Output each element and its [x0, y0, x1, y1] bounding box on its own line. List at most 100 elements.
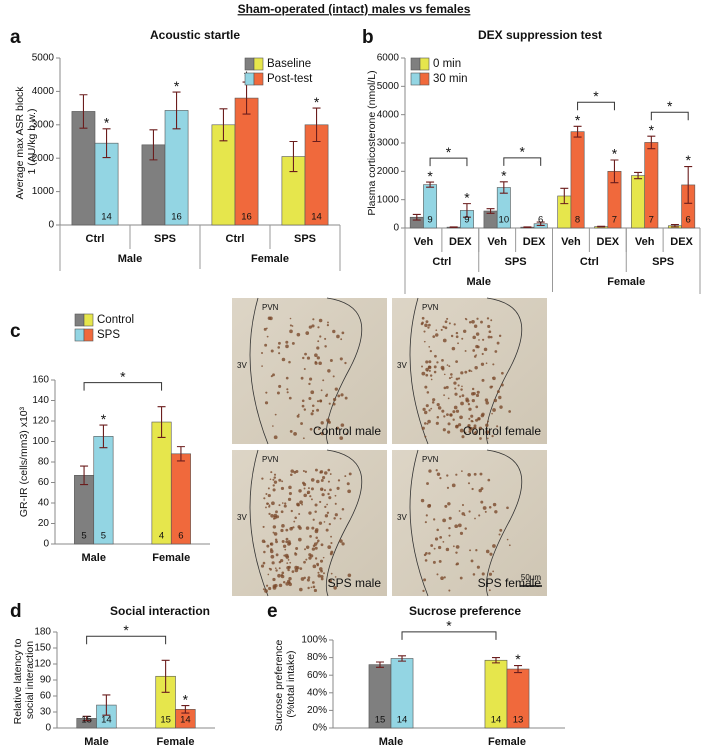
cell	[471, 420, 474, 423]
cell	[278, 583, 283, 588]
label-line: GR-IR (cells/mm3) x10³	[18, 406, 30, 517]
cell	[293, 431, 297, 436]
cell	[471, 487, 474, 491]
x-tick-label: SPS	[294, 233, 316, 245]
cell	[457, 423, 462, 427]
cell	[307, 487, 310, 490]
cell	[455, 545, 460, 549]
cell	[303, 408, 307, 411]
cell	[317, 539, 320, 543]
cell	[458, 510, 461, 512]
cell	[277, 346, 281, 349]
cell	[324, 345, 327, 348]
cell	[273, 480, 278, 484]
cell	[457, 384, 460, 387]
cell	[468, 417, 471, 420]
cell	[262, 561, 266, 565]
cell	[327, 369, 331, 373]
cell	[499, 405, 503, 409]
cell	[323, 489, 326, 492]
cell	[488, 589, 491, 592]
cell	[272, 577, 276, 582]
cell	[460, 371, 464, 375]
cell	[285, 528, 289, 532]
cell	[285, 340, 289, 344]
cell	[478, 426, 483, 431]
significance-label: *	[174, 78, 180, 94]
cell	[508, 410, 512, 413]
cell	[436, 415, 440, 419]
cell	[448, 516, 452, 520]
legend-label: 30 min	[433, 73, 468, 85]
cell	[263, 550, 266, 554]
cell	[328, 522, 331, 526]
n-label: 7	[612, 215, 617, 226]
label-line: social interaction	[24, 641, 36, 719]
cell	[461, 503, 465, 507]
cell	[268, 512, 271, 516]
cell	[274, 567, 277, 570]
cell	[290, 473, 293, 477]
y-tick-label: 90	[40, 675, 52, 686]
cell	[428, 323, 431, 327]
cell	[428, 552, 431, 555]
cell	[484, 398, 489, 402]
cell	[472, 349, 476, 352]
cell	[322, 556, 325, 559]
cell	[475, 549, 478, 552]
cell	[455, 563, 458, 566]
cell	[262, 525, 265, 528]
cell	[329, 359, 333, 363]
error-bar	[514, 664, 523, 674]
cell	[298, 526, 302, 530]
cell	[320, 575, 324, 579]
cell	[442, 540, 445, 543]
cell	[268, 567, 271, 570]
cell	[447, 430, 451, 434]
cell	[479, 472, 483, 476]
cell	[447, 397, 450, 400]
cell	[454, 392, 458, 396]
cell	[274, 583, 278, 588]
y-tick-label: 100	[32, 436, 49, 447]
cell	[314, 557, 318, 560]
cell	[444, 326, 448, 330]
y-tick-label: 40	[38, 498, 50, 509]
significance-label: *	[685, 152, 691, 168]
y-axis-label: Sucrose preference (%total intake)	[273, 637, 297, 732]
cell	[491, 434, 494, 438]
cell	[455, 473, 458, 476]
cell	[340, 393, 344, 397]
bracket-label: *	[120, 368, 126, 384]
cell	[434, 354, 437, 358]
cell	[506, 506, 509, 510]
significance-label: *	[612, 146, 618, 162]
cell	[442, 325, 445, 329]
cell	[473, 424, 477, 428]
cell	[424, 521, 427, 524]
cell	[487, 478, 491, 482]
cell	[423, 330, 426, 333]
cell	[303, 367, 306, 371]
bracket-label: *	[667, 98, 673, 114]
y-tick-label: 60%	[307, 670, 327, 681]
y-axis-label: Average max ASR block 1 (AU/kg b.w.)	[14, 84, 38, 200]
legend-swatch	[253, 57, 264, 71]
pvn-outline	[485, 297, 523, 445]
cell	[472, 573, 476, 576]
cell	[316, 562, 320, 566]
cell	[428, 469, 432, 473]
cell	[443, 373, 446, 376]
cell	[472, 335, 476, 340]
cell	[310, 554, 314, 558]
cell	[468, 510, 471, 513]
cell	[459, 428, 464, 433]
cell	[455, 551, 458, 554]
error-bar	[219, 108, 228, 142]
cell	[304, 352, 307, 356]
cell	[435, 333, 439, 337]
pvn-outline	[409, 449, 429, 597]
cell	[324, 471, 328, 475]
legend-swatch	[83, 313, 94, 327]
error-bar	[486, 208, 495, 214]
